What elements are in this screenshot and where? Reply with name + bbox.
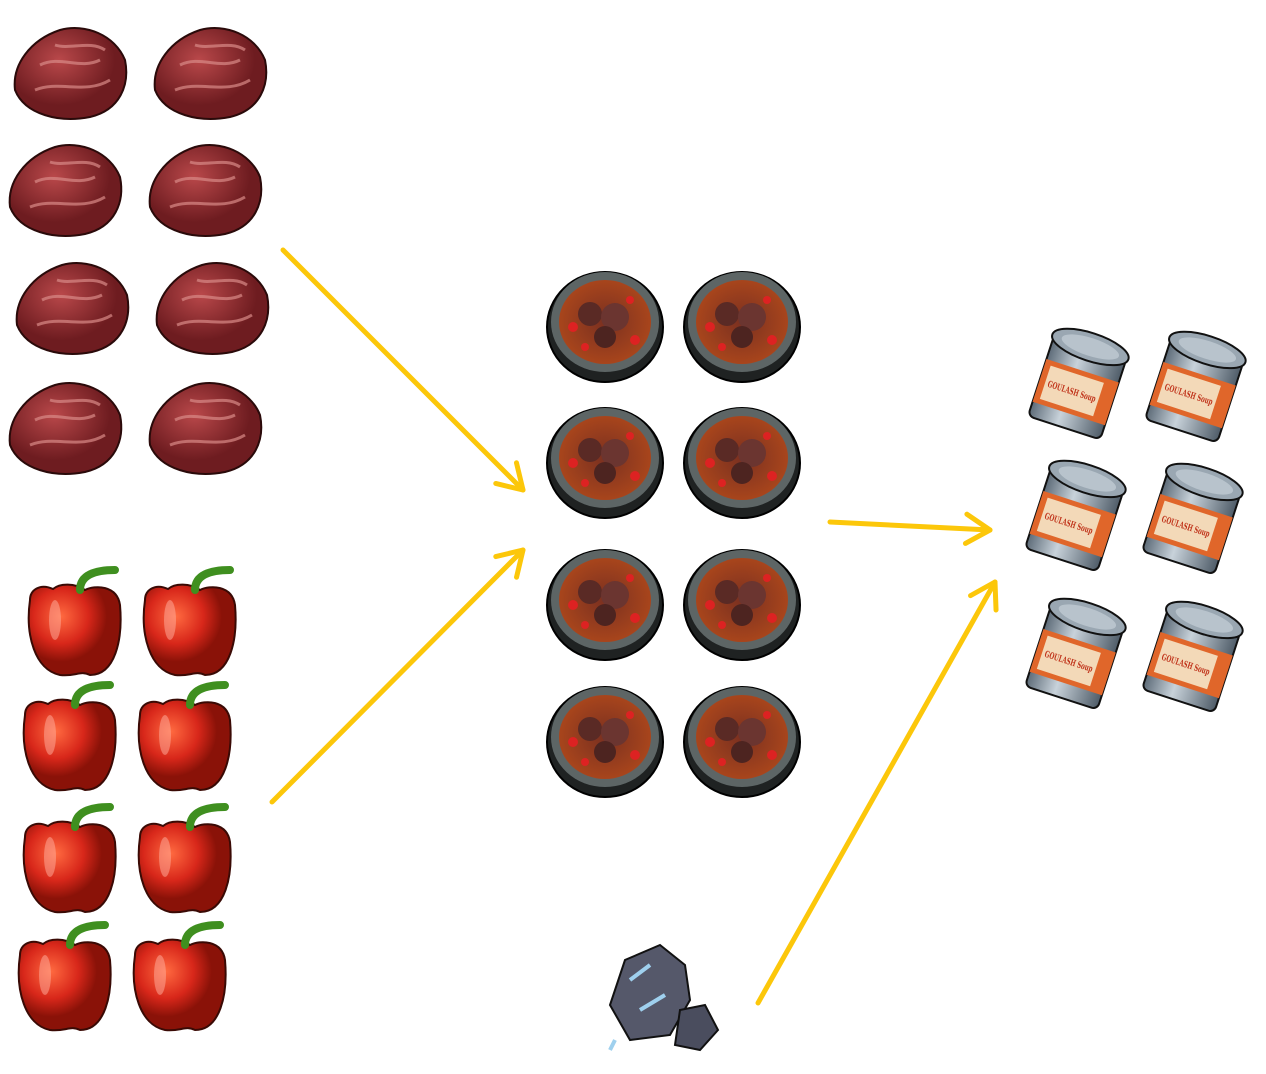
goulash-bowl-icon xyxy=(546,271,664,383)
arrow-raw-meat-to-goulash-bowl xyxy=(280,247,526,493)
soup-can-icon: GOULASH Soup xyxy=(1142,462,1244,574)
goulash-bowl-icon xyxy=(546,549,664,661)
soup-can-icon: GOULASH Soup xyxy=(1142,600,1244,712)
soup-can-icon: GOULASH Soup xyxy=(1025,597,1127,709)
raw-meat-icon xyxy=(8,382,123,475)
goulash-bowl-icon xyxy=(546,686,664,798)
soup-can-icon: GOULASH Soup xyxy=(1025,459,1127,571)
goulash-bowl-icon xyxy=(683,271,801,383)
metal-ore-icon xyxy=(608,943,720,1052)
bell-pepper-icon xyxy=(17,921,112,1032)
raw-meat-icon xyxy=(15,262,130,355)
bell-pepper-icon xyxy=(27,566,122,677)
bell-pepper-icon xyxy=(22,681,117,792)
bell-pepper-icon xyxy=(22,803,117,914)
bell-pepper-icon xyxy=(137,681,232,792)
goulash-bowl-icon xyxy=(546,407,664,519)
raw-meat-icon xyxy=(8,144,123,237)
raw-meat-icon xyxy=(148,144,263,237)
soup-can-icon: GOULASH Soup xyxy=(1145,330,1247,442)
raw-meat-icon xyxy=(148,382,263,475)
bell-pepper-icon xyxy=(137,803,232,914)
goulash-bowl-icon xyxy=(683,686,801,798)
goulash-bowl-icon xyxy=(683,407,801,519)
goulash-bowl-icon xyxy=(683,549,801,661)
raw-meat-icon xyxy=(153,27,268,120)
soup-can-icon: GOULASH Soup xyxy=(1028,327,1130,439)
arrow-metal-ore-to-goulash-soup-can xyxy=(755,579,999,1006)
raw-meat-icon xyxy=(13,27,128,120)
raw-meat-icon xyxy=(155,262,270,355)
bell-pepper-icon xyxy=(132,921,227,1032)
bell-pepper-icon xyxy=(142,566,237,677)
arrow-goulash-bowl-to-goulash-soup-can xyxy=(827,511,993,546)
arrow-bell-pepper-to-goulash-bowl xyxy=(269,547,526,805)
